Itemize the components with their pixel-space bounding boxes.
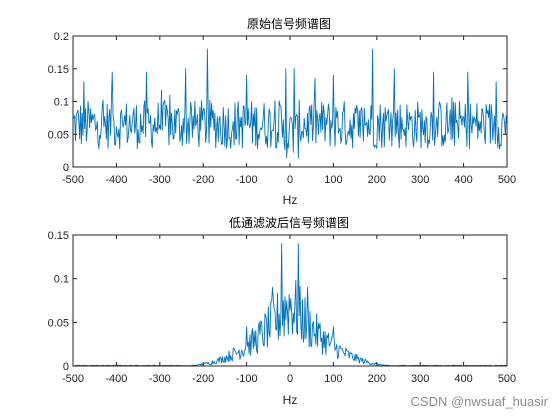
y-tick-label: 0.2	[54, 31, 69, 43]
x-tick-label: -200	[192, 174, 214, 186]
x-tick-label: -300	[149, 174, 171, 186]
plot1-xlabel: Hz	[283, 193, 298, 207]
x-tick-label: 400	[454, 174, 472, 186]
x-tick-label: -400	[105, 373, 127, 385]
x-tick-label: 300	[411, 174, 429, 186]
y-tick-label: 0.15	[48, 230, 69, 242]
x-tick-label: 200	[368, 174, 386, 186]
plot1-x-ticks: -500 -400 -300 -200 -100 0 100 200 300 400 500	[62, 36, 516, 186]
x-tick-label: 500	[498, 373, 516, 385]
x-tick-label: -300	[149, 373, 171, 385]
plot1-title: 原始信号频谱图	[247, 17, 331, 31]
x-tick-label: -100	[236, 373, 258, 385]
plot1-series	[72, 48, 508, 159]
x-tick-label: 400	[454, 373, 472, 385]
x-tick-label: 0	[287, 373, 293, 385]
plot2-xlabel: Hz	[283, 393, 298, 407]
x-tick-label: 100	[324, 174, 342, 186]
plot2-x-ticks: -500 -400 -300 -200 -100 0 100 200 300 400 500	[62, 235, 516, 385]
y-tick-label: 0.15	[48, 64, 69, 76]
y-tick-label: 0.1	[54, 97, 69, 109]
y-tick-label: 0	[63, 162, 69, 174]
spectrum-line	[72, 48, 508, 159]
y-tick-label: 0.05	[48, 317, 69, 329]
x-tick-label: 300	[411, 373, 429, 385]
plot2-y-ticks: 0 0.05 0.1 0.15	[48, 230, 507, 373]
y-tick-label: 0.05	[48, 129, 69, 141]
x-tick-label: 200	[368, 373, 386, 385]
plot2-series	[72, 243, 508, 367]
watermark: CSDN @nwsuaf_huasir	[411, 394, 549, 409]
x-tick-label: -400	[105, 174, 127, 186]
spectrum-line	[72, 243, 508, 367]
x-tick-label: 500	[498, 174, 516, 186]
x-tick-label: -500	[62, 174, 84, 186]
plot1-y-ticks: 0 0.05 0.1 0.15 0.2	[48, 31, 507, 174]
x-tick-label: 0	[287, 174, 293, 186]
y-tick-label: 0	[63, 361, 69, 373]
plot2-title: 低通滤波后信号频谱图	[229, 216, 349, 230]
x-tick-label: 100	[324, 373, 342, 385]
x-tick-label: -500	[62, 373, 84, 385]
plot1-axes-box	[72, 35, 508, 168]
x-tick-label: -200	[192, 373, 214, 385]
y-tick-label: 0.1	[54, 274, 69, 286]
plot-filtered-spectrum: 低通滤波后信号频谱图 -500 -400 -300 -200 -100 0 100 200 30…	[48, 216, 517, 407]
plot2-axes-box	[72, 234, 508, 367]
x-tick-label: -100	[236, 174, 258, 186]
plot-original-spectrum: 原始信号频谱图 -500 -400 -300 -200 -100 0 100 200 300 40…	[48, 17, 517, 207]
